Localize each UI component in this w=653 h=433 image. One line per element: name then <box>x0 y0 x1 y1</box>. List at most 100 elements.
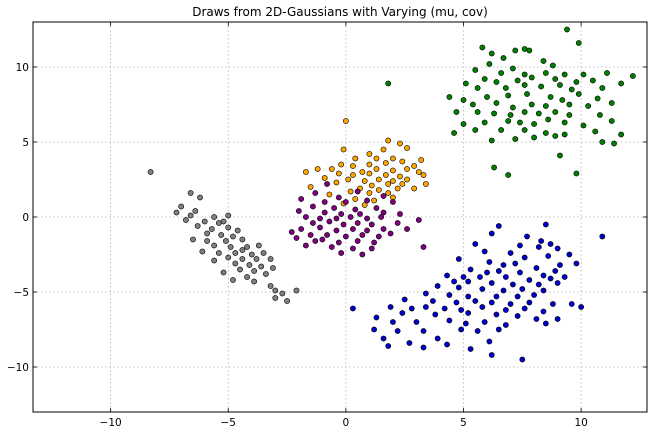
data-point <box>493 311 500 318</box>
data-point <box>385 190 392 196</box>
data-point <box>484 94 490 100</box>
data-point <box>422 181 429 187</box>
data-point <box>507 301 514 307</box>
data-point <box>382 160 389 166</box>
data-point <box>354 238 361 244</box>
data-point <box>420 244 427 250</box>
data-point <box>493 293 500 300</box>
data-point <box>526 47 533 54</box>
data-point <box>345 176 352 183</box>
data-point <box>538 83 545 90</box>
data-point <box>307 184 314 190</box>
data-point <box>526 277 533 283</box>
data-point <box>415 169 422 175</box>
data-point <box>293 235 300 241</box>
data-point <box>302 242 309 249</box>
data-point <box>364 215 370 222</box>
data-point <box>215 250 222 256</box>
data-point <box>340 146 347 153</box>
data-point <box>328 244 335 250</box>
data-point <box>373 166 380 172</box>
data-point <box>239 247 246 253</box>
data-point <box>531 292 537 298</box>
data-point <box>255 242 262 249</box>
data-point <box>314 166 321 172</box>
data-point <box>173 209 180 216</box>
data-point <box>528 101 535 108</box>
data-point <box>575 91 582 97</box>
data-point <box>502 274 509 280</box>
data-point <box>557 262 563 268</box>
data-point <box>486 259 493 265</box>
data-point <box>505 172 512 178</box>
data-point <box>500 287 507 294</box>
data-point <box>211 214 218 220</box>
data-point <box>350 226 356 232</box>
data-point <box>220 218 227 225</box>
data-point <box>434 335 441 342</box>
data-point <box>347 188 354 195</box>
data-point <box>599 233 606 240</box>
data-point <box>302 214 309 220</box>
data-point <box>319 236 326 243</box>
data-point <box>557 152 563 159</box>
data-point <box>321 175 328 181</box>
data-point <box>225 212 232 219</box>
data-point <box>317 215 323 222</box>
data-point <box>253 256 260 262</box>
data-point <box>594 95 601 102</box>
data-point <box>361 202 368 208</box>
data-point <box>486 61 493 67</box>
data-point <box>479 286 486 292</box>
data-point <box>441 305 448 312</box>
data-point <box>321 209 328 216</box>
data-point <box>510 104 516 111</box>
data-point <box>502 322 509 328</box>
data-point <box>380 226 387 232</box>
data-point <box>361 178 368 184</box>
data-point <box>467 266 474 273</box>
data-point <box>552 76 559 82</box>
data-point <box>505 118 512 124</box>
data-point <box>204 238 210 244</box>
data-point <box>364 197 370 204</box>
data-point <box>359 251 366 258</box>
data-point <box>404 176 410 183</box>
data-point <box>366 151 373 157</box>
data-point <box>338 161 345 168</box>
data-point <box>239 256 246 262</box>
data-point <box>350 305 356 312</box>
data-point <box>371 326 378 333</box>
data-point <box>540 58 547 64</box>
data-point <box>342 233 349 240</box>
data-point <box>502 85 509 91</box>
data-point <box>521 46 528 52</box>
data-point <box>521 109 528 115</box>
data-point <box>488 137 495 144</box>
data-point <box>380 335 387 342</box>
data-point <box>618 131 625 138</box>
data-point <box>521 82 528 88</box>
data-point <box>267 256 274 262</box>
data-point <box>199 248 206 255</box>
y-tick-label: −10 <box>7 362 29 374</box>
data-point <box>542 103 549 109</box>
data-point <box>491 110 497 117</box>
data-point <box>385 80 392 87</box>
axes-background <box>33 22 647 412</box>
data-point <box>394 328 401 334</box>
data-point <box>211 242 218 249</box>
points-layer <box>147 26 636 363</box>
data-point <box>335 239 342 246</box>
data-point <box>561 119 568 126</box>
data-point <box>538 238 545 244</box>
data-point <box>408 305 415 312</box>
data-point <box>335 194 342 201</box>
data-point <box>272 295 279 301</box>
data-point <box>488 50 495 57</box>
data-point <box>390 155 396 162</box>
data-point <box>324 181 330 187</box>
data-point <box>385 181 392 187</box>
data-point <box>540 272 547 279</box>
